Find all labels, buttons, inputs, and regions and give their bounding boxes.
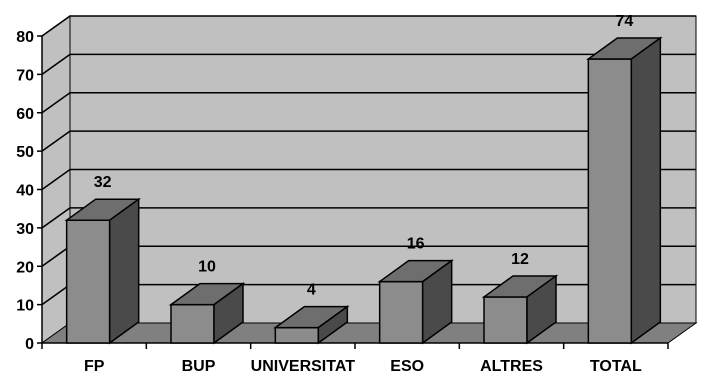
gridline [41,168,696,191]
gridline [41,15,696,37]
bars [64,36,663,345]
gridline [41,207,696,229]
gridline [41,130,696,152]
data-label: 16 [407,236,425,253]
bar [481,274,559,345]
bar-front [170,303,215,344]
bar-side [421,259,453,345]
y-tick-label: 10 [16,298,34,315]
bar-front [483,296,528,344]
bar [586,36,663,345]
y-tick-label: 0 [25,336,34,353]
bar [377,259,454,345]
x-axis-category-labels: FP BUP UNIVERSITAT ESO ALTRES TOTAL [84,358,642,375]
y-tick-label: 80 [16,29,34,46]
gridline [41,53,696,76]
data-labels: 32 10 4 16 12 74 [94,13,634,299]
x-category-label: ESO [390,358,424,375]
data-label: 32 [94,174,112,191]
y-tick-label: 30 [16,221,34,238]
y-axis-tick-labels: 0 10 20 30 40 50 60 70 80 [16,29,34,353]
y-tick-label: 20 [16,259,34,276]
bar [168,282,246,345]
bar-side [213,282,244,345]
bar-side [630,36,662,345]
bar-front [587,58,633,344]
data-label: 4 [307,282,316,299]
data-label: 10 [198,259,216,276]
bar [64,197,141,345]
y-tick-label: 60 [16,106,34,123]
gridlines [41,15,696,306]
x-category-label: TOTAL [590,358,642,375]
x-category-label: FP [84,358,105,375]
bar-front [65,219,111,344]
x-category-label: BUP [182,358,216,375]
x-category-label: UNIVERSITAT [251,358,356,375]
bar [273,305,350,345]
bar-front [378,280,424,344]
bar-side [108,197,140,345]
x-category-label: ALTRES [480,358,543,375]
y-tick-label: 70 [16,67,34,84]
y-tick-label: 40 [16,183,34,200]
bar-front [274,326,320,344]
gridline [41,91,696,114]
axes [37,35,669,349]
bar-side [317,305,349,345]
bar-side [526,274,557,345]
data-label: 74 [615,13,633,30]
y-tick-label: 50 [16,144,34,161]
data-label: 12 [511,251,529,268]
